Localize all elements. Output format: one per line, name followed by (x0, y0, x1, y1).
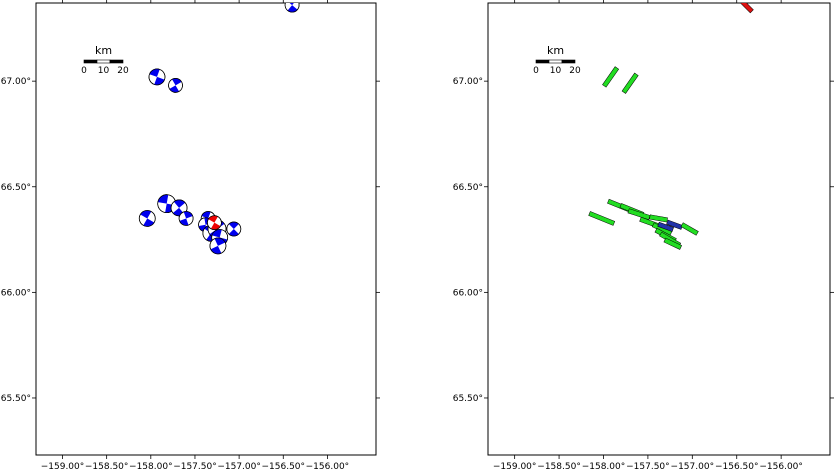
beachball (148, 68, 166, 86)
scale-bar-label: 10 (550, 66, 562, 76)
scale-bar-segment (561, 59, 576, 64)
fault-plane (657, 221, 674, 232)
lat-tick-label: 66.00° (453, 288, 483, 298)
fault-plane (627, 208, 651, 221)
scale-bar-label: 10 (98, 66, 110, 76)
fault-plane (680, 222, 699, 236)
beachball-quadrant (228, 229, 239, 236)
fault-plane (621, 72, 639, 94)
scale-bar-label: 20 (569, 66, 581, 76)
fault-plane (663, 237, 683, 250)
fault-plane (666, 219, 683, 230)
beachball-quadrant (228, 222, 239, 229)
beachball (138, 210, 156, 227)
scale-bar-segment (535, 59, 550, 64)
map-content (138, 3, 300, 255)
beachball (209, 237, 227, 255)
lat-tick-label: 65.50° (453, 394, 483, 404)
lon-tick-label: −159.00° (493, 462, 537, 472)
left-map-panel: −159.00° −158.50° −158.00° −157.50° −157.00°… (1, 0, 380, 472)
right-map-panel: −159.00° −158.50° −158.00° −157.50° −157.00°… (453, 0, 834, 472)
beachball-quadrant (210, 245, 222, 254)
lat-tick-label: 67.00° (453, 77, 483, 87)
lat-tick-label: 66.50° (1, 183, 31, 193)
beachball-quadrant (140, 210, 152, 219)
scale-bar-label: 20 (117, 66, 129, 76)
beachball-quadrant (208, 215, 218, 223)
beachball (178, 211, 194, 226)
lon-tick-label: −157.00° (217, 462, 261, 472)
lat-tick-label: 65.50° (1, 394, 31, 404)
beachball-quadrant (287, 5, 298, 13)
scale-bar: km 0 10 20 (533, 44, 581, 76)
scale-bar-unit: km (95, 44, 112, 57)
beachball-quadrant (173, 199, 186, 208)
fault-plane (588, 211, 616, 226)
scale-bar-segment (83, 59, 98, 64)
lon-tick-label: −159.00° (41, 462, 85, 472)
scale-bar-segment (548, 59, 563, 64)
lon-tick-label: −158.00° (582, 462, 626, 472)
beachball-rim (207, 215, 222, 231)
scale-bar-label: 0 (81, 66, 87, 76)
lon-tick-label: −156.50° (261, 462, 305, 472)
lon-tick-label: −158.00° (129, 462, 173, 472)
lat-tick-label: 66.50° (453, 183, 483, 193)
beachball (207, 215, 222, 231)
lat-tick-label: 66.00° (1, 288, 31, 298)
scale-bar-unit: km (547, 44, 564, 57)
lon-tick-label: −157.50° (173, 462, 217, 472)
lon-tick-label: −158.50° (85, 462, 129, 472)
lon-tick-label: −156.00° (759, 462, 803, 472)
beachball-rim (178, 211, 194, 226)
scale-bar-segment (109, 59, 124, 64)
beachball-quadrant (214, 237, 226, 246)
beachball-rim (284, 3, 300, 13)
lon-tick-label: −158.50° (537, 462, 581, 472)
scale-bar-segment (96, 59, 111, 64)
beachball (284, 3, 300, 13)
fault-plane (602, 66, 620, 88)
beachball-quadrant (172, 78, 182, 86)
beachball-quadrant (143, 218, 155, 227)
fault-plane (737, 3, 754, 14)
lon-tick-label: −156.50° (715, 462, 759, 472)
beachball-quadrant (210, 222, 221, 230)
beachball-quadrant (169, 85, 180, 93)
beachball-rim (226, 221, 242, 237)
beachball-rim (148, 68, 166, 86)
beachball-rim (168, 78, 183, 93)
beachball-quadrant (157, 194, 169, 204)
map-content (588, 3, 754, 250)
lon-tick-label: −156.00° (306, 462, 350, 472)
lon-tick-label: −157.00° (671, 462, 715, 472)
beachball-rim (209, 237, 227, 255)
lon-tick-label: −157.50° (626, 462, 670, 472)
beachball (168, 78, 183, 93)
beachball-rim (138, 210, 156, 227)
fault-plane (649, 214, 668, 223)
beachball (226, 221, 242, 237)
lat-tick-label: 67.00° (1, 77, 31, 87)
scale-bar: km 0 10 20 (81, 44, 129, 76)
scale-bar-label: 0 (533, 66, 539, 76)
